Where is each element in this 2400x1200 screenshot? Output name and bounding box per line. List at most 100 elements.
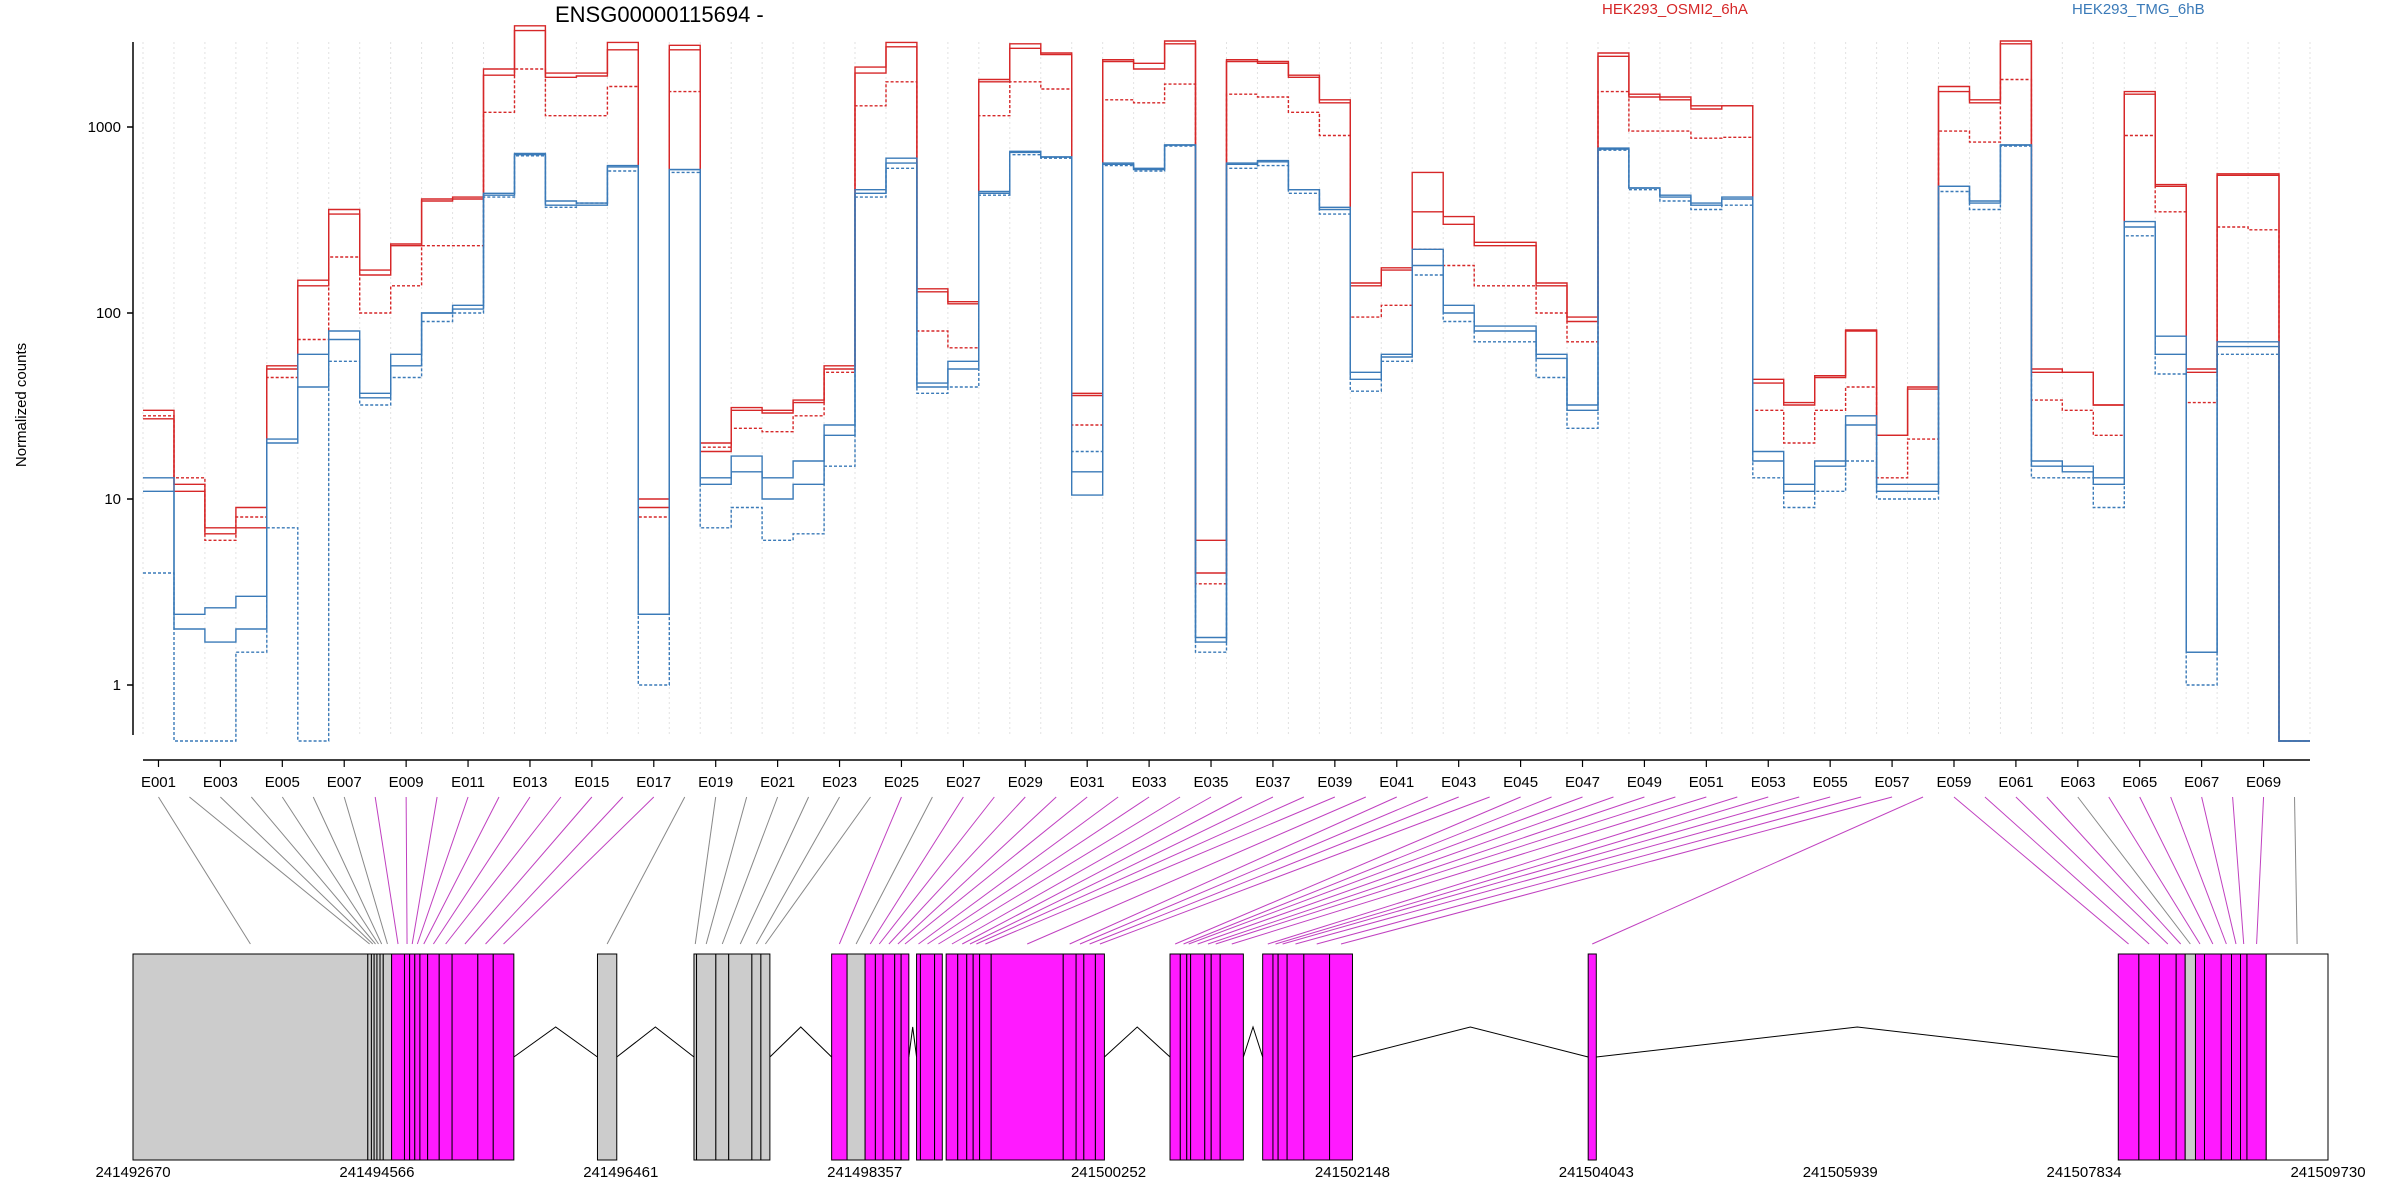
x-tick-label: E035 xyxy=(1193,774,1228,791)
connector-E020 xyxy=(705,796,748,945)
genomic-coordinate-label: 241505939 xyxy=(1803,1164,1878,1181)
y-tick-label: 1 xyxy=(113,677,121,694)
exon-box-E016 xyxy=(477,953,494,1161)
exon-box-E046 xyxy=(1179,953,1188,1161)
exon-box-E067 xyxy=(2231,953,2242,1161)
connector-E049 xyxy=(1207,796,1645,945)
exon-box-E028 xyxy=(874,953,884,1161)
exon-box-E030 xyxy=(894,953,902,1161)
x-tick-label: E005 xyxy=(265,774,300,791)
x-tick-label: E057 xyxy=(1875,774,1910,791)
connector-E031 xyxy=(904,796,1088,945)
exon-box-E032 xyxy=(916,953,921,1161)
exon-box-E070 xyxy=(2265,953,2329,1161)
connector-E068 xyxy=(2232,796,2245,945)
connector-E003 xyxy=(220,796,374,945)
x-tick-label: E025 xyxy=(884,774,919,791)
connector-E024 xyxy=(764,796,871,945)
y-axis: 1 10 100 1000 xyxy=(88,42,134,735)
connector-E015 xyxy=(464,796,593,945)
exon-box-E049 xyxy=(1204,953,1212,1161)
x-tick-label: E001 xyxy=(141,774,176,791)
intron-line xyxy=(1104,1026,1171,1058)
exon-box-E022 xyxy=(728,953,753,1161)
connector-E070 xyxy=(2294,796,2298,945)
connector-E048 xyxy=(1197,796,1614,945)
x-tick-label: E037 xyxy=(1255,774,1290,791)
exon-box-E026 xyxy=(846,953,866,1161)
exon-box-E023 xyxy=(751,953,762,1161)
x-tick-label: E063 xyxy=(2060,774,2095,791)
connector-E026 xyxy=(855,796,933,945)
intron-line xyxy=(1242,1025,1264,1058)
connector-E030 xyxy=(897,796,1057,945)
connector-E041 xyxy=(1069,796,1397,945)
connector-E012 xyxy=(423,796,500,945)
series-line-HEK293_OSMI2_6hC xyxy=(143,25,2310,742)
connector-E017 xyxy=(503,796,655,945)
gene-model xyxy=(132,953,2329,1161)
exon-box-E014 xyxy=(438,953,453,1161)
connector-E054 xyxy=(1282,796,1800,945)
exon-box-E017 xyxy=(492,953,515,1161)
connector-E011 xyxy=(416,796,469,945)
exon-box-E037 xyxy=(966,953,974,1161)
x-tick-label: E029 xyxy=(1008,774,1043,791)
intron-line xyxy=(1596,1026,2119,1058)
connector-E069 xyxy=(2256,796,2265,945)
x-tick-label: E013 xyxy=(512,774,547,791)
connector-E021 xyxy=(721,796,779,945)
exon-box-E002 xyxy=(367,953,372,1161)
x-tick-label: E047 xyxy=(1565,774,1600,791)
exon-box-E011 xyxy=(414,953,421,1161)
connector-E039 xyxy=(985,796,1336,945)
x-tick-label: E031 xyxy=(1070,774,1105,791)
connector-E007 xyxy=(343,796,388,945)
connector-E051 xyxy=(1231,796,1707,945)
exon-box-E056 xyxy=(1303,953,1331,1161)
connector-E010 xyxy=(411,796,438,945)
x-tick-label: E015 xyxy=(574,774,609,791)
exon-box-E008 xyxy=(391,953,405,1161)
connector-E014 xyxy=(445,796,562,945)
connector-E028 xyxy=(878,796,995,945)
x-tick-label: E045 xyxy=(1503,774,1538,791)
exon-box-E001 xyxy=(132,953,369,1161)
intron-line xyxy=(1352,1026,1589,1058)
exon-box-E040 xyxy=(990,953,1064,1161)
exon-box-E035 xyxy=(945,953,959,1161)
legend-osmi2-label: HEK293_OSMI2_6hA xyxy=(1602,1,1748,18)
connector-E050 xyxy=(1215,796,1676,945)
x-tick-label: E059 xyxy=(1936,774,1971,791)
connector-E018 xyxy=(606,796,686,945)
connector-E035 xyxy=(951,796,1212,945)
y-tick-label: 10 xyxy=(104,491,121,508)
exon-box-E055 xyxy=(1286,953,1305,1161)
x-tick-label: E023 xyxy=(822,774,857,791)
exon-box-E047 xyxy=(1186,953,1192,1161)
legend-tmg-label: HEK293_TMG_6hB xyxy=(2072,1,2205,18)
connector-E027 xyxy=(869,796,964,945)
connector-E064 xyxy=(2108,796,2201,945)
connector-E006 xyxy=(312,796,383,945)
x-tick-label: E019 xyxy=(698,774,733,791)
connector-E033 xyxy=(927,796,1150,945)
connector-E023 xyxy=(755,796,840,945)
connector-E055 xyxy=(1295,796,1831,945)
exon-box-E063 xyxy=(2184,953,2196,1161)
connector-E001 xyxy=(158,796,251,945)
genomic-coordinate-label: 241507834 xyxy=(2047,1164,2122,1181)
x-tick-label: E067 xyxy=(2184,774,2219,791)
series-line-HEK293_TMG_6hC xyxy=(143,144,2310,742)
x-tick-label: E039 xyxy=(1317,774,1352,791)
exon-box-E027 xyxy=(864,953,876,1161)
connector-E029 xyxy=(888,796,1026,945)
connector-E002 xyxy=(189,796,370,945)
exon-box-E018 xyxy=(596,953,618,1161)
connector-E060 xyxy=(1984,796,2150,945)
x-axis: E001 E003 E005 E007 E009 E011 E013 E015 E017 E019… xyxy=(141,759,2310,791)
connector-E044 xyxy=(1099,796,1490,945)
exon-box-E051 xyxy=(1219,953,1244,1161)
connector-E037 xyxy=(969,796,1274,945)
connector-E016 xyxy=(485,796,624,945)
